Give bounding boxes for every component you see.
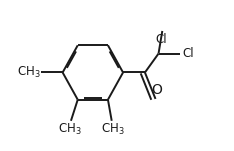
Text: CH$_3$: CH$_3$: [17, 65, 41, 80]
Text: Cl: Cl: [156, 33, 167, 46]
Text: CH$_3$: CH$_3$: [101, 122, 125, 137]
Text: O: O: [151, 83, 162, 97]
Text: CH$_3$: CH$_3$: [58, 122, 82, 137]
Text: Cl: Cl: [182, 47, 194, 60]
